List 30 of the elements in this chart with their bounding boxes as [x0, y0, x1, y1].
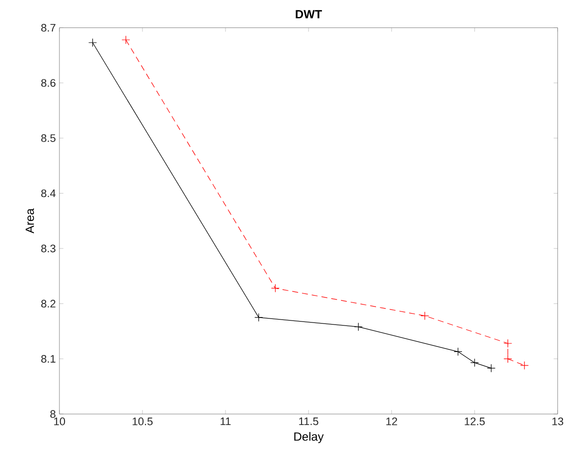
point — [504, 354, 512, 364]
point — [486, 364, 496, 373]
x-axis-title: Delay — [294, 432, 324, 444]
y-tick-label: 8.2 — [41, 300, 56, 308]
point — [354, 322, 363, 332]
y-axis-title: Area — [26, 208, 34, 234]
point — [88, 38, 97, 48]
y-tick-label: 8.5 — [41, 134, 56, 142]
y-tick-label: 8 — [50, 410, 56, 418]
x-tick-label: 11.5 — [299, 418, 318, 426]
point — [520, 361, 529, 370]
point — [254, 313, 263, 322]
x-tick-label: 12.5 — [464, 418, 485, 426]
x-tick-label: 10.5 — [132, 418, 153, 426]
y-tick-label: 8.6 — [41, 79, 56, 87]
point — [271, 284, 280, 293]
x-tick-label: 10 — [54, 418, 66, 426]
chart-title: DWT — [296, 10, 322, 19]
y-tick-label: 8.3 — [41, 244, 56, 253]
point — [504, 339, 512, 348]
y-tick-label: 8.1 — [41, 355, 56, 363]
y-tick-label: 8.4 — [41, 190, 56, 198]
x-tick-label: 12 — [386, 418, 398, 426]
x-tick-label: 13 — [552, 418, 564, 426]
point — [420, 312, 430, 320]
point — [454, 348, 462, 356]
point — [122, 36, 130, 44]
y-tick-label: 8.7 — [41, 24, 56, 32]
point — [470, 358, 479, 368]
x-tick-label: 11 — [220, 418, 231, 426]
